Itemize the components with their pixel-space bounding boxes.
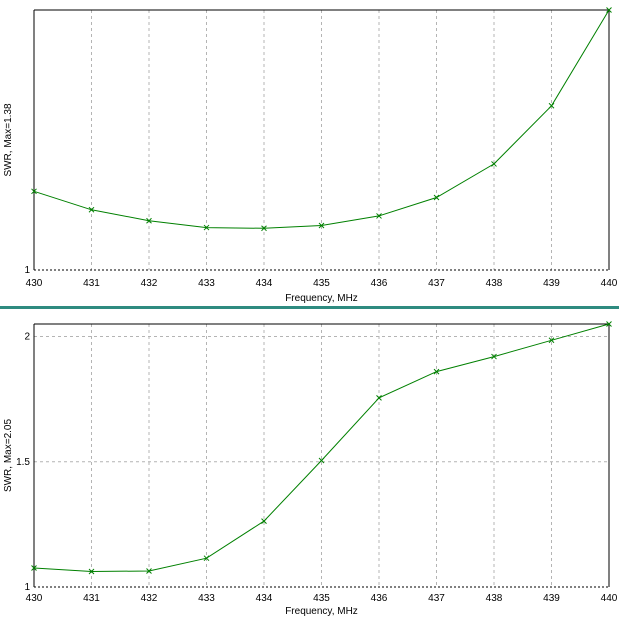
data-point: [548, 102, 555, 109]
data-point: [88, 568, 95, 575]
point-marker-stroke: [376, 395, 382, 401]
data-point: [261, 518, 267, 524]
point-marker-stroke: [146, 568, 152, 574]
point-marker-stroke: [261, 225, 267, 232]
x-tick-label: 440: [601, 593, 618, 604]
y-tick-label: 1: [24, 265, 30, 276]
x-tick-label: 438: [486, 278, 503, 289]
y-axis-title: SWR, Max=1.38: [3, 103, 14, 177]
point-marker-stroke: [261, 518, 267, 524]
y-tick-label: 1.5: [16, 457, 30, 468]
x-axis-title: Frequency, MHz: [285, 293, 358, 304]
y-axis-title: SWR, Max=2.05: [3, 419, 14, 493]
y-tick-label: 1: [24, 582, 30, 593]
point-marker-stroke: [88, 568, 95, 575]
point-marker-stroke: [31, 565, 37, 571]
x-tick-label: 436: [371, 593, 388, 604]
point-marker-stroke: [318, 222, 325, 229]
data-point: [31, 565, 37, 571]
x-tick-label: 430: [26, 278, 43, 289]
x-tick-label: 434: [256, 278, 273, 289]
data-point: [548, 337, 555, 344]
x-tick-label: 431: [83, 593, 100, 604]
x-tick-label: 438: [486, 593, 503, 604]
x-tick-label: 434: [256, 593, 273, 604]
data-point: [31, 188, 37, 195]
data-point: [606, 7, 612, 13]
data-point: [606, 321, 612, 327]
plot-separator: [0, 306, 619, 309]
x-tick-label: 433: [198, 278, 215, 289]
data-point: [261, 225, 267, 232]
point-marker-stroke: [491, 353, 497, 360]
data-point: [433, 194, 440, 201]
x-tick-label: 432: [141, 593, 158, 604]
data-point: [376, 395, 382, 401]
x-tick-label: 432: [141, 278, 158, 289]
data-point: [318, 457, 325, 464]
point-marker-stroke: [203, 224, 210, 231]
point-marker-stroke: [606, 7, 612, 13]
x-tick-label: 439: [543, 593, 560, 604]
data-point: [146, 568, 152, 574]
point-marker-stroke: [433, 194, 440, 201]
x-tick-label: 436: [371, 278, 388, 289]
x-tick-label: 433: [198, 593, 215, 604]
data-point: [203, 555, 210, 562]
point-marker-stroke: [433, 368, 440, 375]
x-tick-label: 435: [313, 278, 330, 289]
point-marker-stroke: [146, 217, 152, 224]
point-marker-stroke: [548, 337, 555, 344]
x-tick-label: 431: [83, 278, 100, 289]
point-marker-stroke: [88, 206, 95, 213]
point-marker-stroke: [31, 188, 37, 195]
point-marker-stroke: [203, 555, 210, 562]
point-marker-stroke: [318, 457, 325, 464]
x-tick-label: 435: [313, 593, 330, 604]
x-tick-label: 439: [543, 278, 560, 289]
data-point: [146, 217, 152, 224]
data-point: [433, 368, 440, 375]
chart-1: 430 431 432 433 434 435 436 437 438 439 440 1 Freque…: [3, 7, 618, 304]
x-tick-label: 430: [26, 593, 43, 604]
point-marker-stroke: [376, 213, 382, 219]
chart-2: 430 431 432 433 434 435 436 437 438 439 440 1 1.5 2 Fr…: [3, 321, 618, 617]
x-tick-label: 440: [601, 278, 618, 289]
x-tick-label: 437: [428, 278, 445, 289]
data-point: [491, 353, 497, 360]
data-point: [88, 206, 95, 213]
data-point: [376, 213, 382, 219]
point-marker-stroke: [548, 102, 555, 109]
x-tick-label: 437: [428, 593, 445, 604]
data-point: [491, 161, 497, 167]
data-point: [318, 222, 325, 229]
point-marker-stroke: [491, 161, 497, 167]
point-marker-stroke: [606, 321, 612, 327]
data-point: [203, 224, 210, 231]
y-tick-label: 2: [24, 332, 30, 343]
x-axis-title: Frequency, MHz: [285, 606, 358, 617]
